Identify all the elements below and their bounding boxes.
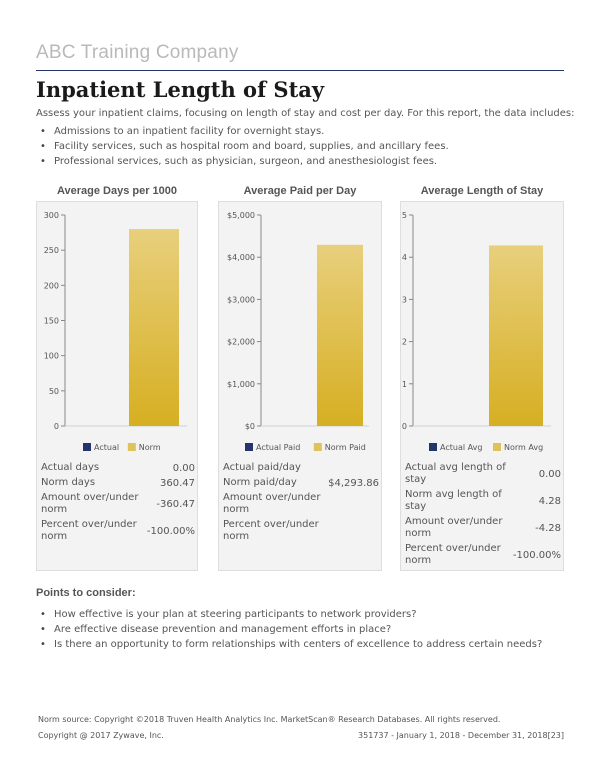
stat-value: -4.28 xyxy=(535,522,561,534)
stat-row: Norm days 360.47 xyxy=(41,477,195,489)
chart-title-days: Average Days per 1000 xyxy=(56,185,178,197)
intro-bullet: Professional services, such as physician… xyxy=(40,154,449,169)
intro-bullets: Admissions to an inpatient facility for … xyxy=(40,124,449,169)
points-title: Points to consider: xyxy=(36,587,136,599)
stat-row: Actual days 0.00 xyxy=(41,462,195,474)
stat-label: Norm days xyxy=(41,477,96,488)
stat-value: 0.00 xyxy=(538,468,561,480)
y-tick-label: $1,000 xyxy=(227,380,255,389)
stat-row: Actual paid/day xyxy=(223,462,379,474)
chart-paid: $0 $1,000 $2,000 $3,000 $4,000 $5,000 Actual P… xyxy=(227,211,369,452)
point-item: How effective is your plan at steering p… xyxy=(40,607,542,622)
stat-value: -100.00% xyxy=(512,549,561,561)
point-item: Are effective disease prevention and man… xyxy=(40,622,542,637)
y-tick-label: 0 xyxy=(54,422,59,431)
stat-value: 4.28 xyxy=(538,495,561,507)
panel-los: 0 1 2 3 4 5 Actual Avg Norm Avg Actual avg leng… xyxy=(400,201,564,571)
stats-days: Actual days 0.00 Norm days 360.47 Amount o… xyxy=(41,462,195,546)
y-tick-label: 50 xyxy=(49,387,59,396)
y-tick-label: 200 xyxy=(44,281,59,290)
y-tick-label: 1 xyxy=(402,380,407,389)
stat-row: Actual avg length of stay 0.00 xyxy=(405,462,561,486)
legend-swatch-norm xyxy=(313,443,322,451)
y-tick-label: 4 xyxy=(402,253,407,262)
stat-label: Norm avg length of stay xyxy=(405,489,502,512)
stat-label: Actual avg length of stay xyxy=(405,462,506,485)
stat-row: Amount over/under norm xyxy=(223,492,379,516)
stat-value: -360.47 xyxy=(156,498,195,510)
y-tick-label: $5,000 xyxy=(227,211,255,220)
stat-value: $4,293.86 xyxy=(328,477,379,489)
y-tick-label: 250 xyxy=(44,246,59,255)
stat-label: Actual days xyxy=(41,462,100,473)
stat-row: Percent over/under norm xyxy=(223,519,379,543)
stat-row: Amount over/under norm -360.47 xyxy=(41,492,195,516)
legend-label-actual: Actual Avg xyxy=(440,443,482,452)
legend-swatch-norm xyxy=(493,443,501,451)
chart-title-paid: Average Paid per Day xyxy=(243,185,357,197)
chart-title-los: Average Length of Stay xyxy=(420,185,544,197)
legend-swatch-norm xyxy=(127,443,136,451)
y-tick-label: 300 xyxy=(44,211,59,220)
stat-label: Norm paid/day xyxy=(223,477,297,488)
y-tick-label: $4,000 xyxy=(227,253,255,262)
stat-label: Actual paid/day xyxy=(223,462,301,473)
stat-label: Percent over/under norm xyxy=(405,543,501,566)
y-tick-label: 100 xyxy=(44,352,59,361)
y-tick-label: 5 xyxy=(402,211,407,220)
stat-value: -100.00% xyxy=(146,525,195,537)
stat-label: Percent over/under norm xyxy=(41,519,137,542)
stat-value: 360.47 xyxy=(160,477,195,489)
chart-los: 0 1 2 3 4 5 Actual Avg Norm Avg xyxy=(402,211,551,452)
company-name: ABC Training Company xyxy=(36,42,239,63)
y-tick-label: 150 xyxy=(44,317,59,326)
stat-row: Percent over/under norm -100.00% xyxy=(41,519,195,543)
y-tick-label: 0 xyxy=(402,422,407,431)
stat-label: Amount over/under norm xyxy=(405,516,503,539)
norm-bar xyxy=(129,229,179,426)
legend-swatch-actual xyxy=(429,443,437,451)
panel-days: 0 50 100 150 200 250 300 Actual Norm Actual days… xyxy=(36,201,198,571)
legend-swatch-actual xyxy=(245,443,253,451)
y-tick-label: $3,000 xyxy=(227,295,255,304)
y-tick-label: 3 xyxy=(402,295,407,304)
stat-row: Percent over/under norm -100.00% xyxy=(405,543,561,567)
stat-label: Amount over/under norm xyxy=(41,492,139,515)
legend-label-actual: Actual Paid xyxy=(256,443,300,452)
norm-bar xyxy=(489,245,543,426)
stat-row: Amount over/under norm -4.28 xyxy=(405,516,561,540)
legend-label-norm: Norm Avg xyxy=(504,443,543,452)
points-list: How effective is your plan at steering p… xyxy=(40,607,542,652)
header-rule xyxy=(36,70,564,71)
stats-paid: Actual paid/day Norm paid/day $4,293.86 A… xyxy=(223,462,379,546)
stat-row: Norm paid/day $4,293.86 xyxy=(223,477,379,489)
legend-label-norm: Norm xyxy=(139,443,161,452)
stat-label: Amount over/under norm xyxy=(223,492,321,515)
stat-value: 0.00 xyxy=(172,462,195,474)
copyright: Copyright @ 2017 Zywave, Inc. xyxy=(38,731,164,740)
intro-bullet: Admissions to an inpatient facility for … xyxy=(40,124,449,139)
panel-paid: $0 $1,000 $2,000 $3,000 $4,000 $5,000 Actual P… xyxy=(218,201,382,571)
legend-label-actual: Actual xyxy=(94,443,119,452)
report-id: 351737 - January 1, 2018 - December 31, … xyxy=(358,731,564,740)
stats-los: Actual avg length of stay 0.00 Norm avg l… xyxy=(405,462,561,570)
norm-source: Norm source: Copyright ©2018 Truven Heal… xyxy=(38,715,501,724)
legend-swatch-actual xyxy=(83,443,91,451)
y-tick-label: $2,000 xyxy=(227,338,255,347)
page-title: Inpatient Length of Stay xyxy=(36,77,325,102)
stat-label: Percent over/under norm xyxy=(223,519,319,542)
y-tick-label: 2 xyxy=(402,338,407,347)
y-tick-label: $0 xyxy=(245,422,255,431)
point-item: Is there an opportunity to form relation… xyxy=(40,637,542,652)
chart-days: 0 50 100 150 200 250 300 Actual Norm xyxy=(44,211,187,452)
legend-label-norm: Norm Paid xyxy=(325,443,366,452)
intro-text: Assess your inpatient claims, focusing o… xyxy=(36,108,575,119)
norm-bar xyxy=(317,244,363,426)
stat-row: Norm avg length of stay 4.28 xyxy=(405,489,561,513)
intro-bullet: Facility services, such as hospital room… xyxy=(40,139,449,154)
